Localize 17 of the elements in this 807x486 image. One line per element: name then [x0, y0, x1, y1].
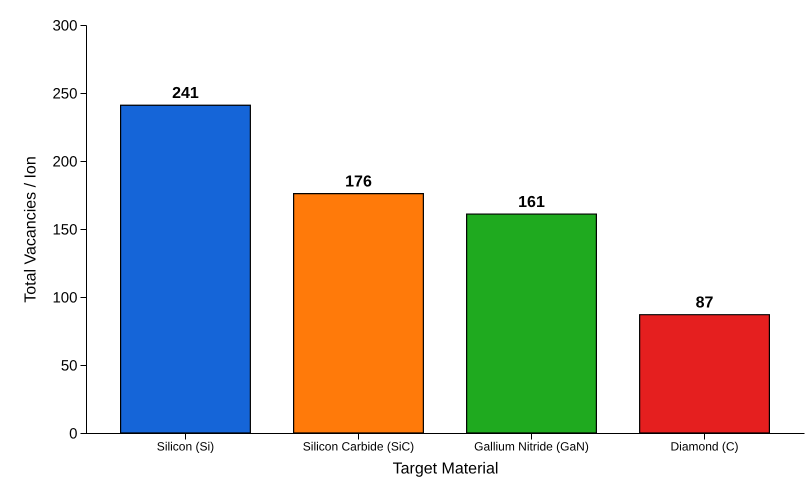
data-label: 87 [696, 294, 714, 312]
x-axis-title: Target Material [392, 460, 498, 478]
y-tick-label: 100 [52, 290, 78, 306]
y-tick-label: 250 [52, 86, 78, 102]
y-axis-title: Total Vacancies / Ion [22, 156, 40, 303]
x-tick-label: Silicon (Si) [156, 440, 214, 454]
data-label: 176 [345, 174, 372, 191]
x-tick-label: Diamond (C) [670, 440, 739, 454]
x-tick-label: Silicon Carbide (SiC) [302, 440, 414, 454]
x-tick-label: Gallium Nitride (GaN) [474, 440, 589, 454]
y-tick-label: 300 [52, 18, 78, 34]
data-label: 161 [518, 194, 545, 212]
data-label: 241 [172, 85, 199, 102]
y-tick-label: 50 [60, 358, 78, 374]
y-tick-label: 0 [69, 426, 78, 442]
y-tick-label: 200 [52, 154, 78, 170]
y-tick-label: 150 [52, 222, 78, 238]
